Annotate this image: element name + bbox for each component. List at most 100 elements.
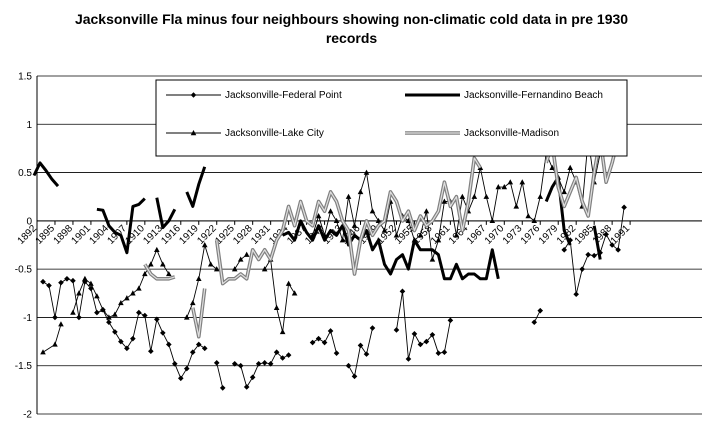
data-point xyxy=(309,339,316,346)
data-point xyxy=(441,198,448,204)
data-point xyxy=(88,285,94,292)
data-point xyxy=(381,227,388,233)
data-point xyxy=(46,282,52,289)
data-point xyxy=(459,193,466,199)
x-tick-label: 1892 xyxy=(16,223,40,247)
data-point xyxy=(70,309,76,315)
x-tick-label: 1931 xyxy=(249,223,273,247)
data-point xyxy=(591,252,597,259)
x-tick-label: 1928 xyxy=(231,223,255,247)
data-point xyxy=(58,279,64,286)
data-point xyxy=(249,374,256,381)
data-point xyxy=(549,164,556,170)
data-point xyxy=(142,312,148,319)
data-point xyxy=(279,328,286,335)
data-point xyxy=(609,242,615,248)
data-point xyxy=(411,331,418,337)
series-line-segment xyxy=(42,324,62,353)
data-point xyxy=(429,332,436,338)
legend-marker xyxy=(190,92,197,98)
series-line-segment xyxy=(592,225,602,260)
series-line-segment xyxy=(96,197,146,255)
data-point xyxy=(40,278,46,285)
data-point xyxy=(40,349,46,355)
data-point xyxy=(130,290,136,296)
data-point xyxy=(315,213,322,219)
data-point xyxy=(136,309,142,316)
data-point xyxy=(393,327,400,333)
data-point xyxy=(573,291,579,298)
data-point xyxy=(231,360,238,367)
data-point xyxy=(255,360,262,367)
data-point xyxy=(369,208,376,214)
data-point xyxy=(154,316,160,323)
data-point xyxy=(261,266,268,272)
data-point xyxy=(447,317,454,324)
data-point xyxy=(189,349,196,355)
data-point xyxy=(501,184,508,190)
legend-entry: Jacksonville-Lake City xyxy=(166,128,324,139)
series-line-segment xyxy=(234,351,289,389)
data-point xyxy=(201,242,208,248)
data-point xyxy=(567,164,573,170)
data-point xyxy=(237,362,244,369)
series-line-segment-core xyxy=(144,263,175,280)
data-point xyxy=(183,314,190,320)
data-point xyxy=(243,384,250,390)
data-point xyxy=(441,349,448,355)
data-point xyxy=(561,247,568,253)
legend-label: Jacksonville-Federal Point xyxy=(225,90,342,101)
data-point xyxy=(291,290,298,296)
legend-label: Jacksonville-Fernandino Beach xyxy=(464,90,603,101)
legend-entry: Jacksonville-Madison xyxy=(405,128,559,139)
data-point xyxy=(136,285,142,291)
data-point xyxy=(160,261,166,267)
data-point xyxy=(399,288,406,295)
data-point xyxy=(435,350,442,356)
data-point xyxy=(285,280,292,286)
data-point xyxy=(261,360,268,366)
data-point xyxy=(189,299,196,306)
data-point xyxy=(603,231,609,238)
data-point xyxy=(357,342,364,349)
y-tick-label: 0.5 xyxy=(18,168,32,179)
series-line-segment xyxy=(32,161,60,188)
data-point xyxy=(160,330,166,336)
data-point xyxy=(357,188,364,195)
series-line-segment xyxy=(42,278,205,380)
data-point xyxy=(333,217,340,224)
data-point xyxy=(525,213,532,219)
data-point xyxy=(507,179,514,185)
data-point xyxy=(519,179,526,185)
data-point xyxy=(369,325,376,331)
y-tick-label: -0.5 xyxy=(15,265,33,276)
x-tick-label: 1919 xyxy=(177,223,201,247)
data-point xyxy=(561,188,568,195)
data-point xyxy=(148,261,154,267)
series-line-segment xyxy=(155,197,177,230)
data-point xyxy=(327,328,334,334)
data-point xyxy=(171,360,178,367)
data-point xyxy=(112,329,118,335)
series-2 xyxy=(32,161,602,281)
data-point xyxy=(213,266,220,272)
data-point xyxy=(118,338,124,345)
data-point xyxy=(531,319,538,326)
series-line-segment xyxy=(216,362,224,389)
data-point xyxy=(351,222,358,228)
series-line-segment-core xyxy=(545,138,619,217)
data-point xyxy=(537,193,544,199)
series-line-segment-core xyxy=(216,157,481,285)
data-point xyxy=(321,339,328,346)
data-point xyxy=(118,299,124,306)
data-point xyxy=(423,208,430,214)
data-point xyxy=(363,169,370,175)
data-point xyxy=(309,232,316,238)
data-point xyxy=(237,256,244,262)
y-tick-label: 1 xyxy=(26,120,32,131)
data-point xyxy=(483,193,490,199)
data-point xyxy=(124,295,130,301)
data-point xyxy=(417,341,424,348)
chart-title: Jacksonville Fla minus four neighbours s… xyxy=(0,10,703,48)
